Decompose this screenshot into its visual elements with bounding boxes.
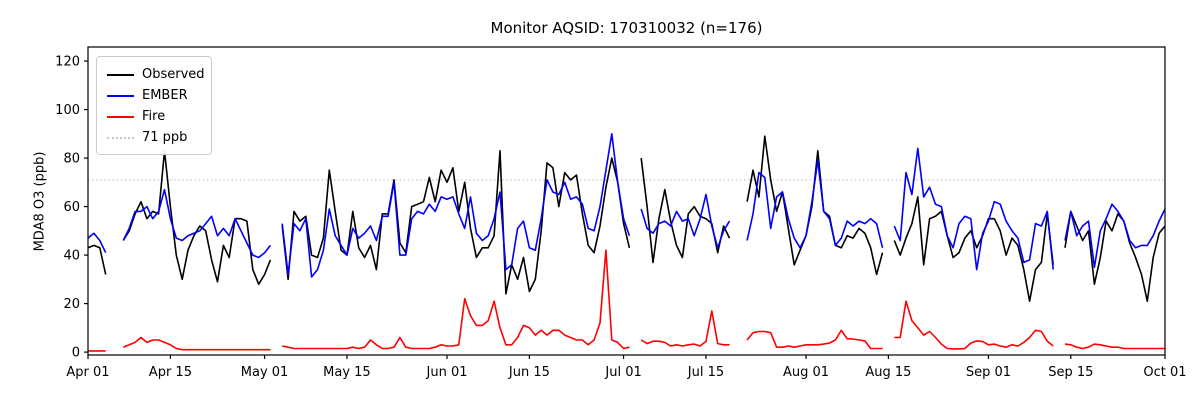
legend-item-fire: Fire <box>107 106 201 127</box>
chart-title: Monitor AQSID: 170310032 (n=176) <box>490 19 763 37</box>
y-tick-label: 20 <box>63 297 80 312</box>
series-line-ember <box>87 133 1166 278</box>
legend-label: 71 ppb <box>142 130 188 145</box>
y-tick-label: 100 <box>55 103 80 118</box>
legend-label: Observed <box>142 67 205 82</box>
threshold-line-swatch <box>107 136 134 139</box>
y-axis-label: MDA8 O3 (ppb) <box>32 151 48 252</box>
x-tick-label: Jun 15 <box>508 365 550 380</box>
x-tick-label: Sep 15 <box>1048 365 1093 380</box>
x-tick-label: May 01 <box>241 365 289 380</box>
x-tick-label: Jul 01 <box>604 365 641 380</box>
y-tick-label: 0 <box>72 346 80 361</box>
legend-item-observed: Observed <box>107 64 205 85</box>
x-tick-label: Aug 15 <box>865 365 911 380</box>
axes-border <box>87 46 1166 356</box>
legend-label: EMBER <box>142 88 188 103</box>
x-tick-label: Oct 01 <box>1143 365 1186 380</box>
y-tick-label: 60 <box>63 200 80 215</box>
y-tick-label: 120 <box>55 55 80 70</box>
legend-item-threshold: 71 ppb <box>107 127 201 148</box>
legend-label: Fire <box>142 109 166 124</box>
y-tick-label: 80 <box>63 152 80 167</box>
x-tick-label: Jul 15 <box>687 365 724 380</box>
ember-line-swatch <box>107 94 134 97</box>
legend: Observed EMBER Fire 71 ppb <box>96 56 212 155</box>
series-line-fire <box>88 249 1165 352</box>
x-tick-label: Sep 01 <box>966 365 1011 380</box>
x-tick-label: Jun 01 <box>426 365 468 380</box>
x-tick-label: Aug 01 <box>783 365 829 380</box>
legend-item-ember: EMBER <box>107 85 201 106</box>
fire-line-swatch <box>107 115 134 118</box>
observed-line-swatch <box>107 73 134 76</box>
x-tick-label: May 15 <box>323 365 371 380</box>
series-line-observed <box>87 135 1166 302</box>
y-tick-label: 40 <box>63 249 80 264</box>
x-tick-label: Apr 01 <box>66 365 109 380</box>
x-tick-label: Apr 15 <box>149 365 192 380</box>
